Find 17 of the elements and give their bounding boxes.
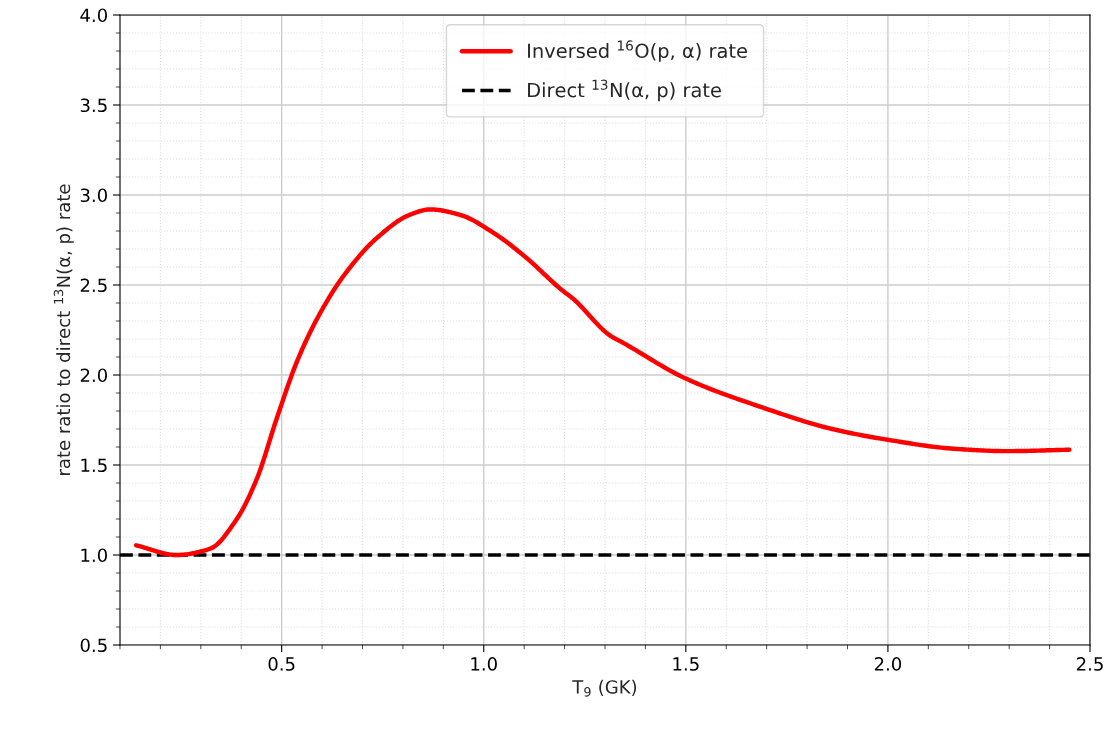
y-tick-label: 3.5 xyxy=(80,98,107,113)
y-tick-label: 2.0 xyxy=(80,368,107,383)
x-axis-title: T$_{9}$ (GK) xyxy=(572,679,637,697)
legend-label: Inversed $^{16}$O(p, α) rate xyxy=(528,40,747,62)
x-tick-label: 2.5 xyxy=(1076,657,1103,671)
x-tick-label: 1.0 xyxy=(471,657,497,671)
y-tick-label: 1.5 xyxy=(81,458,107,473)
y-tick-label: 3.0 xyxy=(80,188,107,203)
x-tick-label: 0.5 xyxy=(268,657,295,671)
y-tick-label: 0.5 xyxy=(80,638,107,653)
y-tick-label: 4.0 xyxy=(80,8,107,23)
legend-label: Direct $^{13}$N(α, p) rate xyxy=(528,79,721,102)
y-tick-label: 2.5 xyxy=(80,278,107,293)
x-tick-label: 2.0 xyxy=(874,657,902,671)
y-axis-title: rate ratio to direct $^{13}$N(α, p) rate xyxy=(53,184,74,475)
x-tick-label: 1.5 xyxy=(673,657,699,671)
y-tick-label: 1.0 xyxy=(81,548,107,563)
